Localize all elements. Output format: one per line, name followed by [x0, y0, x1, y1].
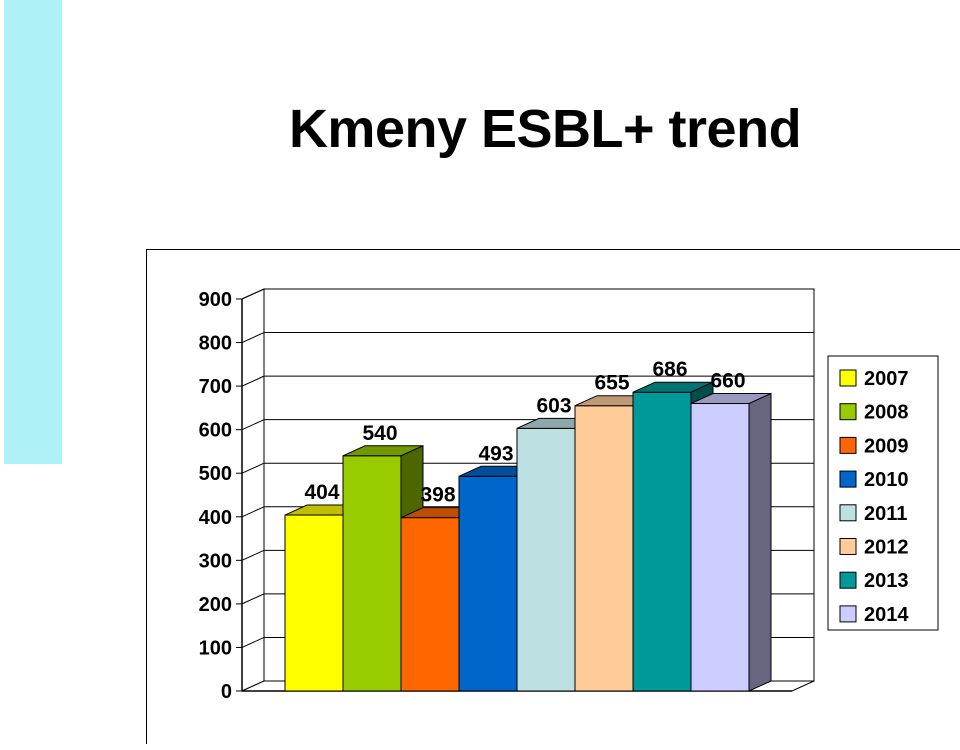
gridline-side	[241, 593, 265, 605]
legend-swatch-2012	[839, 538, 857, 555]
legend-swatch-2013	[839, 571, 857, 589]
side-accent-bar	[4, 0, 62, 464]
gridline-side	[241, 549, 265, 561]
data-label-2009: 398	[420, 484, 455, 507]
gridline-side	[241, 332, 265, 344]
legend-swatch-2010	[839, 470, 857, 488]
legend-label-2012: 2012	[864, 537, 909, 559]
bar-2009	[400, 517, 460, 692]
data-label-2011: 603	[536, 394, 571, 417]
gridline-side	[241, 288, 265, 300]
legend-swatch-2011	[839, 504, 857, 522]
gridline-side	[241, 636, 265, 648]
bar-2012	[574, 405, 634, 692]
data-label-2008: 540	[362, 422, 397, 445]
bar-side-2014	[748, 392, 772, 692]
y-tick-label: 300	[199, 550, 232, 572]
y-tick-label: 600	[199, 420, 232, 442]
chart-frame: 0 100 200 300 400 500 600 700 800 900 404 540 398 493…	[146, 249, 960, 744]
legend-swatch-2009	[839, 436, 857, 454]
bar-2014	[690, 403, 750, 692]
gridline-side	[241, 375, 265, 387]
bar-2011	[516, 427, 576, 692]
bar-2010	[458, 475, 518, 692]
y-tick-label: 200	[199, 594, 232, 616]
y-tick-label: 800	[199, 333, 232, 355]
legend-label-2007: 2007	[864, 368, 909, 390]
legend-label-2010: 2010	[864, 469, 909, 491]
legend-label-2008: 2008	[864, 402, 909, 424]
y-tick-label: 400	[199, 507, 232, 529]
gridline-side	[241, 506, 265, 518]
legend-label-2014: 2014	[864, 604, 909, 626]
bar-2013	[632, 391, 692, 692]
data-label-2012: 655	[594, 372, 629, 395]
y-tick-label: 100	[199, 637, 232, 659]
legend-label-2013: 2013	[864, 570, 909, 592]
gridline-side	[241, 462, 265, 474]
data-label-2014: 660	[710, 370, 745, 393]
bar-chart: 0 100 200 300 400 500 600 700 800 900 404 540 398 493…	[199, 288, 939, 703]
bar-2007	[284, 514, 344, 692]
legend-swatch-2007	[839, 369, 857, 387]
legend-swatch-2014	[839, 605, 857, 623]
slide-title: Kmeny ESBL+ trend	[288, 99, 802, 159]
bar-2008	[342, 455, 402, 692]
y-tick-label: 700	[199, 376, 232, 398]
y-tick-label: 900	[199, 289, 232, 311]
y-tick-label: 500	[199, 463, 232, 485]
data-label-2007: 404	[304, 481, 339, 504]
gridline-side	[241, 419, 265, 431]
legend-label-2009: 2009	[864, 435, 909, 457]
plot-side-wall	[241, 288, 265, 692]
data-label-2013: 686	[652, 358, 687, 381]
y-tick-label: 0	[221, 681, 232, 703]
legend-label-2011: 2011	[864, 503, 907, 525]
legend-swatch-2008	[839, 403, 857, 421]
data-label-2010: 493	[478, 442, 513, 465]
